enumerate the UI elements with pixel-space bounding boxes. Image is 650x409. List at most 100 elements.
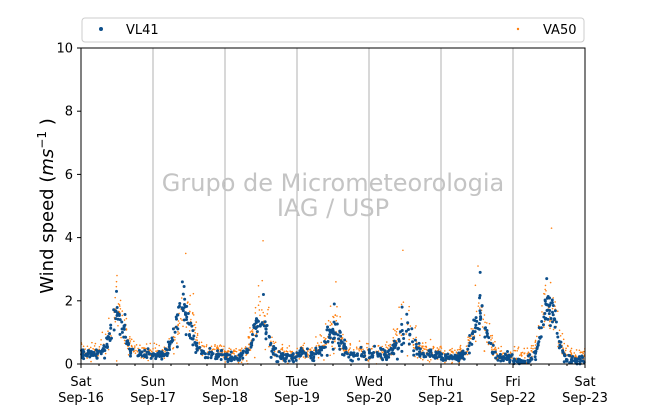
data-point (245, 347, 249, 351)
data-point (121, 314, 124, 317)
data-point (506, 350, 510, 354)
data-point (408, 338, 410, 341)
data-point (235, 347, 237, 350)
data-point (424, 341, 427, 344)
x-tick-label-date: Sep-22 (490, 391, 536, 406)
data-point (174, 325, 178, 329)
legend-label-va50: VA50 (543, 23, 577, 38)
data-point (469, 337, 472, 340)
data-point (392, 328, 395, 330)
data-point (436, 347, 439, 349)
data-point (185, 304, 189, 308)
data-point (224, 361, 226, 363)
data-point (350, 359, 354, 363)
data-point (120, 330, 124, 334)
data-point (328, 333, 332, 337)
y-axis-label-close: ) (37, 118, 58, 131)
data-point (545, 277, 549, 281)
data-point (343, 350, 345, 352)
data-point (468, 341, 472, 345)
data-point (550, 301, 554, 305)
data-point (371, 347, 373, 350)
data-point (479, 315, 483, 319)
data-point (407, 342, 411, 346)
data-point (130, 338, 133, 341)
data-point (526, 352, 529, 355)
data-point (337, 337, 341, 341)
data-point (402, 336, 406, 340)
data-point (174, 339, 176, 341)
y-tick-label: 6 (65, 168, 73, 183)
data-point (360, 353, 364, 356)
data-point (86, 345, 89, 348)
data-point (162, 354, 166, 358)
data-point (117, 324, 119, 327)
data-point (474, 340, 477, 343)
data-point (381, 351, 384, 354)
data-point (198, 343, 201, 345)
data-point (81, 350, 85, 354)
data-point (281, 356, 285, 360)
data-point (410, 340, 414, 344)
data-point (412, 337, 415, 340)
data-point (415, 336, 417, 339)
data-point (443, 358, 447, 362)
data-point (507, 356, 511, 360)
data-point (548, 309, 552, 313)
data-point (530, 347, 532, 350)
data-point (216, 353, 220, 357)
data-point (288, 345, 291, 347)
data-point (323, 340, 326, 344)
data-point (302, 344, 305, 347)
data-point (196, 334, 199, 337)
data-point (362, 348, 364, 351)
data-point (453, 353, 457, 357)
data-point (366, 346, 368, 349)
data-point (291, 350, 294, 353)
legend-frame (81, 17, 585, 43)
data-point (266, 313, 269, 315)
data-point (280, 348, 282, 351)
data-point (195, 321, 198, 323)
x-tick-label-day: Tue (285, 375, 308, 390)
data-point (220, 345, 223, 347)
data-point (386, 341, 388, 343)
data-point (490, 346, 493, 349)
data-point (460, 352, 464, 356)
data-point (383, 349, 387, 353)
data-point (475, 310, 478, 313)
data-point (268, 343, 272, 347)
data-point (192, 314, 195, 316)
data-point (471, 332, 475, 336)
data-point (384, 344, 387, 346)
data-point (372, 350, 376, 354)
data-point (134, 345, 136, 347)
data-point (133, 347, 136, 349)
data-point (342, 344, 346, 348)
data-point (195, 339, 197, 341)
data-point (121, 310, 124, 312)
data-point (483, 350, 486, 352)
data-point (387, 344, 390, 347)
data-point (320, 345, 324, 349)
x-tick-label-date: Sep-19 (274, 391, 320, 406)
data-point (94, 348, 98, 352)
data-point (253, 356, 256, 359)
data-point (503, 352, 507, 356)
data-point (580, 354, 584, 358)
data-point (244, 346, 247, 348)
data-point (154, 347, 157, 349)
data-point (250, 330, 253, 332)
data-point (500, 357, 504, 361)
grid-lines (152, 48, 514, 364)
data-point (422, 358, 424, 361)
data-point (254, 312, 257, 314)
data-point (401, 332, 405, 336)
data-point (196, 339, 198, 341)
data-point (416, 356, 419, 359)
data-point (316, 342, 319, 344)
data-point (318, 351, 322, 355)
data-point (329, 329, 333, 333)
data-point (216, 349, 220, 353)
data-point (530, 350, 533, 352)
